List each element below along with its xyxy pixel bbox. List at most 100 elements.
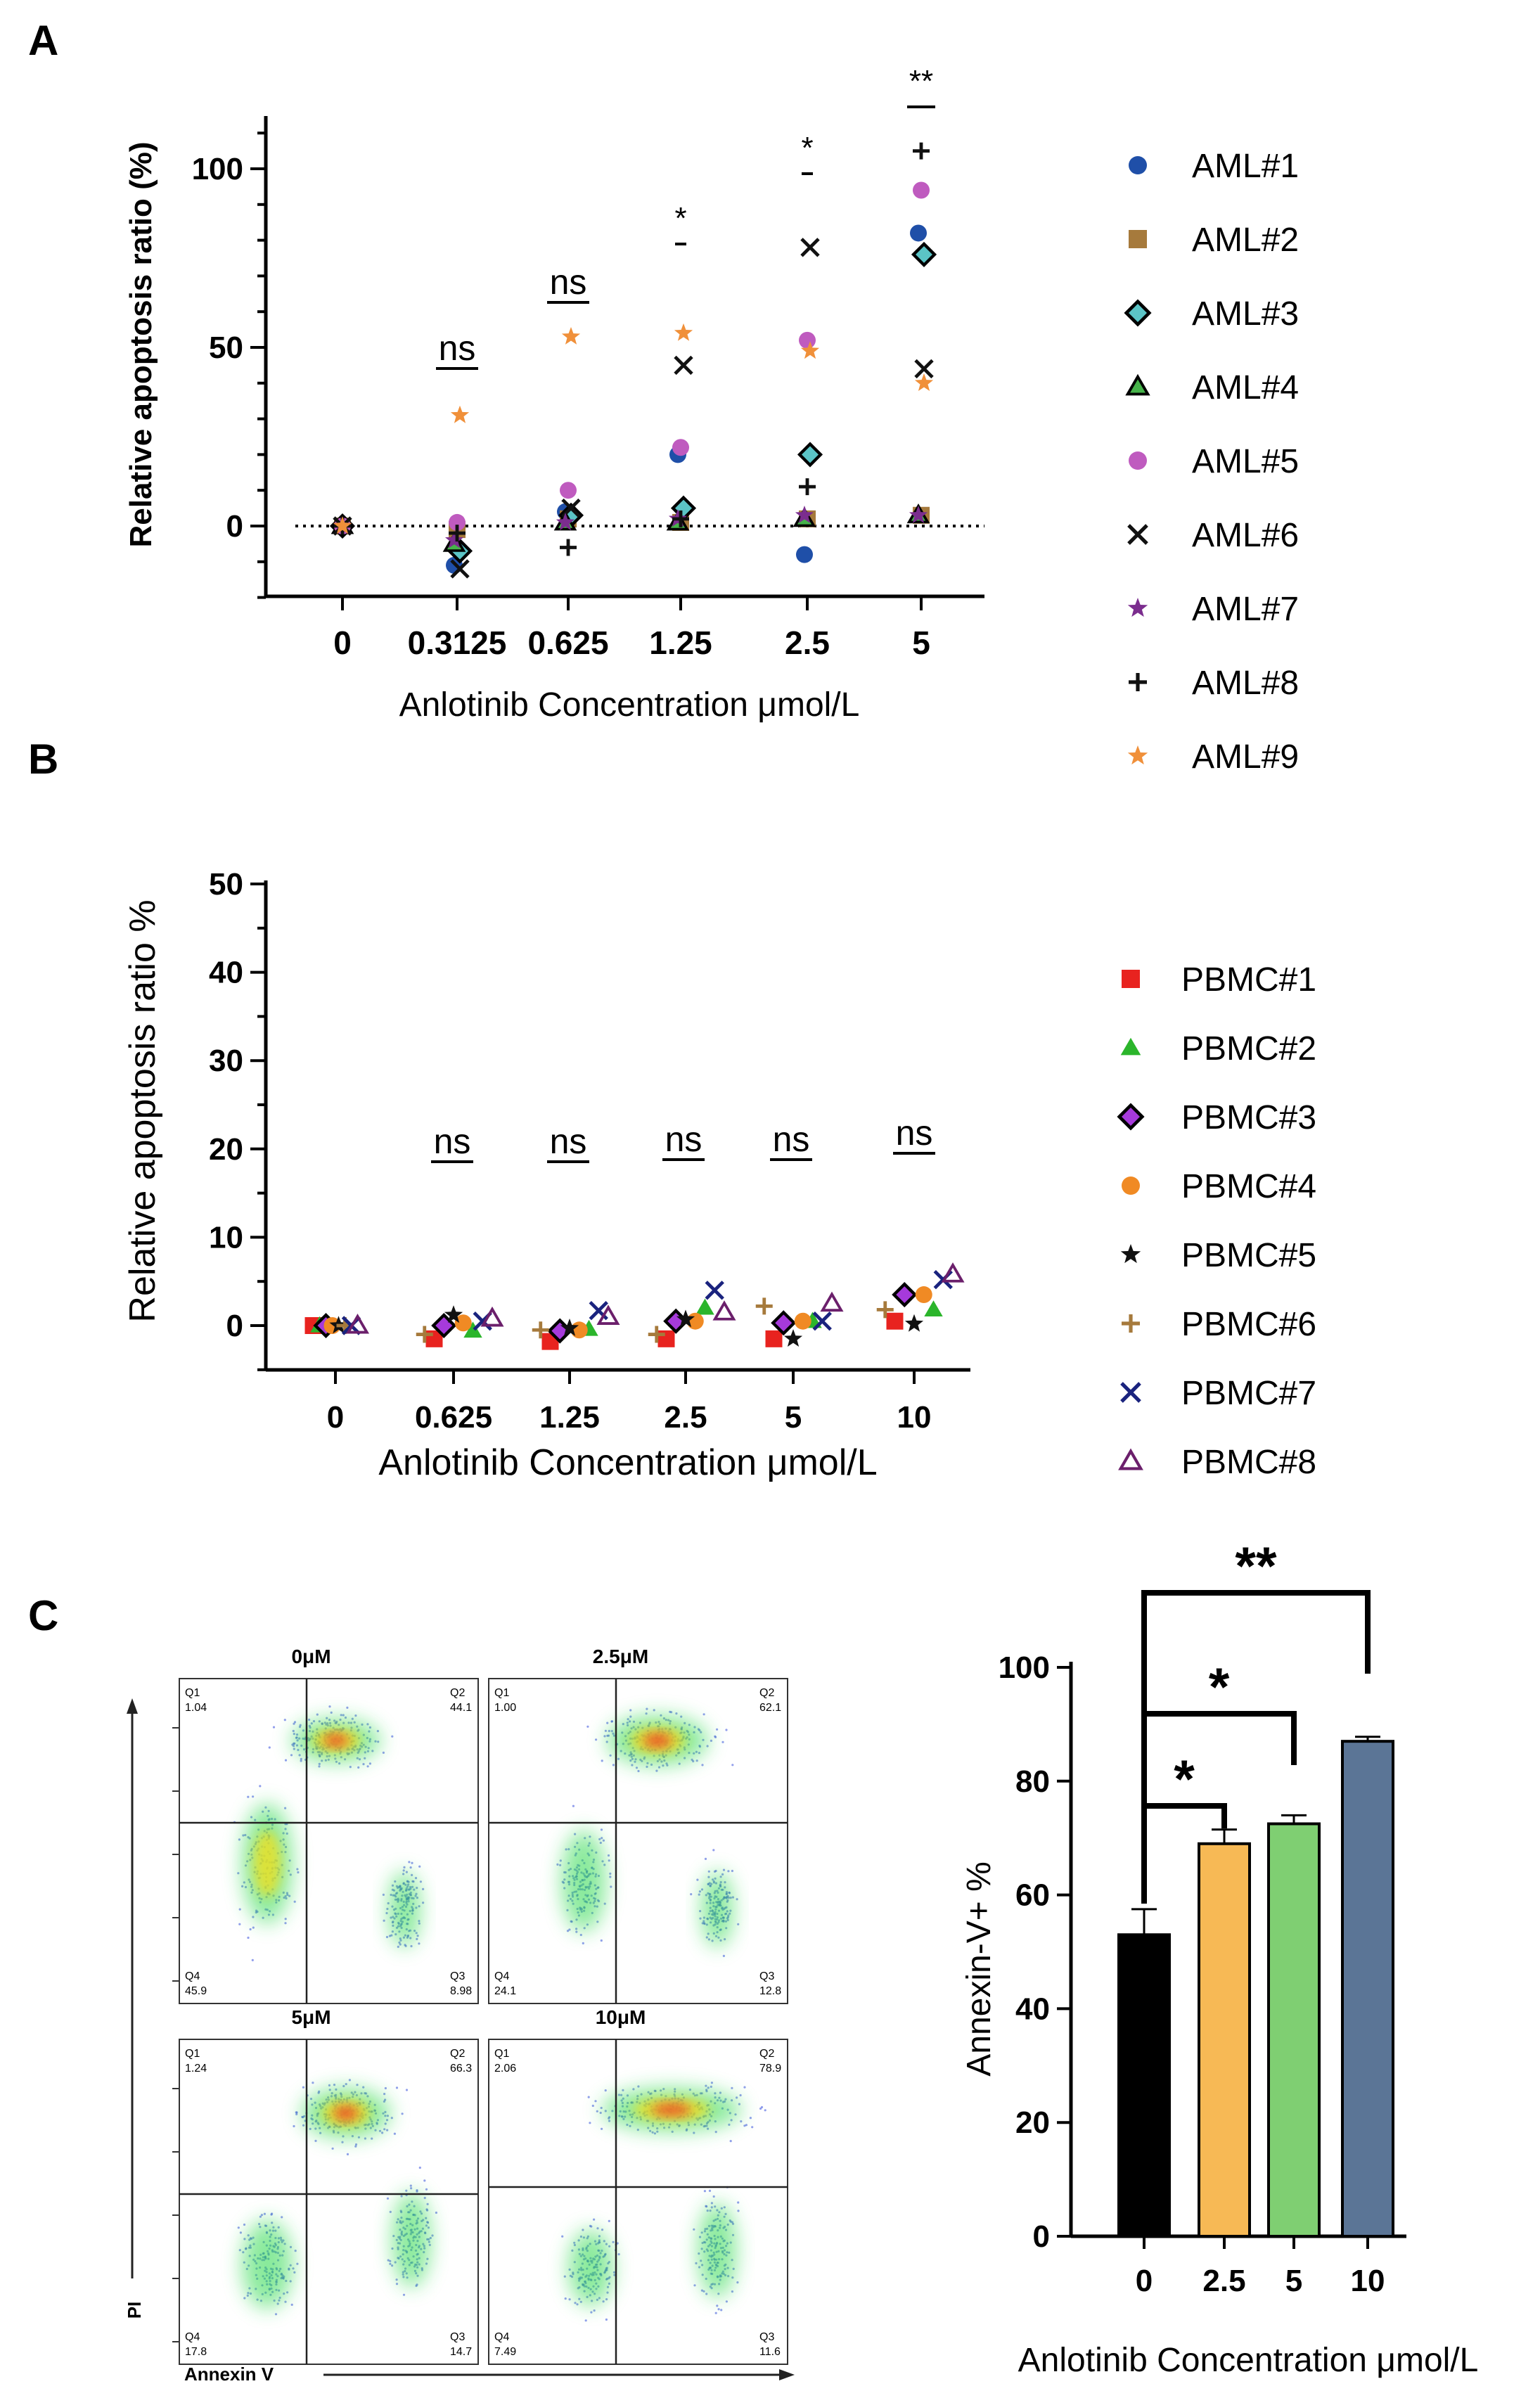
flow-density — [698, 2203, 736, 2298]
flow-event — [383, 2093, 386, 2096]
flow-event — [299, 1724, 302, 1726]
flow-event — [693, 2131, 695, 2134]
flow-event — [247, 1936, 250, 1939]
flow-event — [589, 2224, 592, 2227]
flow-event — [561, 2235, 564, 2238]
flow-event — [385, 1911, 388, 1915]
flow-event — [384, 2098, 387, 2101]
panel-a-legend-item: AML#4 — [1125, 369, 1299, 406]
flow-event — [391, 1735, 394, 1738]
flow-event — [383, 1919, 385, 1922]
flow-event — [416, 1937, 418, 1940]
panel-a-point — [914, 373, 934, 391]
flow-event — [290, 1754, 293, 1757]
panel-a-point — [449, 525, 466, 542]
panel-b-point — [924, 1300, 943, 1316]
flow-event — [238, 2249, 241, 2252]
panel-b-y-tick-label: 20 — [209, 1132, 243, 1167]
flow-event — [386, 2197, 390, 2200]
flow-event — [418, 2166, 421, 2169]
flow-event — [700, 1888, 704, 1891]
flow-plot-frame — [179, 2039, 479, 2365]
flow-event — [422, 1887, 425, 1890]
flow-event — [600, 1828, 603, 1831]
flow-event — [435, 2211, 438, 2214]
flow-event — [295, 2112, 298, 2116]
flow-event — [745, 2124, 747, 2127]
flow-q4-label: Q4 — [185, 1970, 200, 1982]
flow-event — [346, 1706, 349, 1709]
flow-event — [653, 1709, 655, 1712]
flow-event — [410, 1944, 413, 1948]
flow-event — [702, 2290, 705, 2293]
flow-event — [425, 2188, 428, 2191]
flow-event — [354, 1714, 357, 1717]
panel-label-b: B — [28, 736, 58, 783]
flow-event — [246, 2294, 249, 2297]
panel-a-legend-marker — [1129, 451, 1147, 470]
flow-event — [572, 1804, 575, 1807]
panel-a-point — [795, 506, 814, 523]
panel-b-legend-item: PBMC#7 — [1120, 1375, 1316, 1412]
flow-event — [331, 2147, 334, 2150]
flow-q1-label: Q1 — [494, 2048, 509, 2060]
panel-a-legend-label: AML#9 — [1192, 738, 1299, 776]
panel-c-y-tick-label: 40 — [1015, 1992, 1050, 2026]
flow-event — [400, 2195, 403, 2198]
flow-event — [402, 1869, 405, 1872]
flow-event — [725, 1729, 728, 1731]
flow-plot: 5μM Q1 1.24 Q2 66.3 Q4 17.8 Q3 14.7 — [172, 2006, 479, 2365]
flow-event — [409, 1866, 412, 1869]
flow-event — [292, 2267, 295, 2270]
panel-a-point — [913, 181, 930, 199]
panel-a-point — [444, 530, 464, 549]
flow-event — [391, 2264, 394, 2267]
panel-b-x-tick-label: 2.5 — [664, 1400, 707, 1435]
flow-event — [731, 1869, 733, 1873]
panel-b-y-tick-label: 40 — [209, 956, 243, 990]
flow-event — [605, 2298, 608, 2301]
panel-b-legend-item: PBMC#2 — [1120, 1030, 1316, 1067]
flow-event — [696, 1878, 699, 1881]
panel-a-point — [674, 323, 693, 341]
panel-b-legend-marker — [1120, 1382, 1141, 1403]
flow-event — [651, 2131, 654, 2134]
panel-a-y-tick-label: 100 — [192, 152, 243, 186]
flow-event — [423, 2179, 426, 2182]
flow-event — [743, 2086, 746, 2089]
flow-event — [612, 2271, 616, 2274]
panel-b-point — [345, 1313, 370, 1334]
flow-q4-value: 24.1 — [494, 1985, 516, 1997]
flow-event — [259, 1785, 262, 1788]
flow-event — [590, 2311, 593, 2314]
flow-event — [601, 2229, 604, 2231]
flow-plot: 0μM Q1 1.04 Q2 44.1 Q4 45.9 Q3 8.98 — [172, 1646, 479, 2004]
flow-event — [259, 2215, 262, 2218]
flow-plot-frame — [488, 2039, 788, 2365]
panel-b-point — [886, 1312, 904, 1330]
panel-a-legend-item: AML#1 — [1129, 148, 1299, 185]
flow-event — [759, 2107, 762, 2110]
flow-event — [296, 2262, 299, 2265]
flow-density — [333, 2106, 359, 2120]
flow-event — [605, 2318, 608, 2321]
flow-event — [354, 2143, 358, 2146]
flow-event — [631, 1764, 634, 1767]
flow-event — [596, 2110, 598, 2112]
flow-event — [714, 1735, 717, 1738]
flow-event — [382, 1751, 385, 1754]
flow-event — [646, 1707, 648, 1710]
flow-event — [344, 1716, 347, 1719]
panel-b-point — [812, 1312, 832, 1331]
flow-event — [242, 1834, 245, 1837]
flow-event — [716, 1728, 719, 1731]
flow-event — [382, 1893, 385, 1896]
panel-b-y-tick-label: 30 — [209, 1044, 243, 1078]
panel-a-point — [909, 506, 928, 523]
flow-event — [731, 1896, 734, 1899]
flow-plot: 10μM Q1 2.06 Q2 78.9 Q4 7.49 Q3 11.6 — [488, 2006, 788, 2365]
flow-event — [351, 1717, 354, 1720]
flow-event — [764, 2109, 766, 2112]
